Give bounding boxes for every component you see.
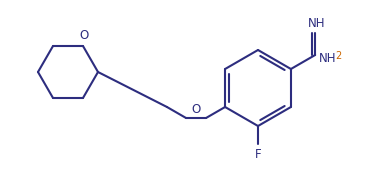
Text: NH: NH: [307, 17, 325, 30]
Text: F: F: [255, 148, 261, 161]
Text: O: O: [79, 29, 89, 42]
Text: 2: 2: [335, 51, 341, 61]
Text: NH: NH: [319, 52, 337, 64]
Text: O: O: [191, 103, 201, 116]
